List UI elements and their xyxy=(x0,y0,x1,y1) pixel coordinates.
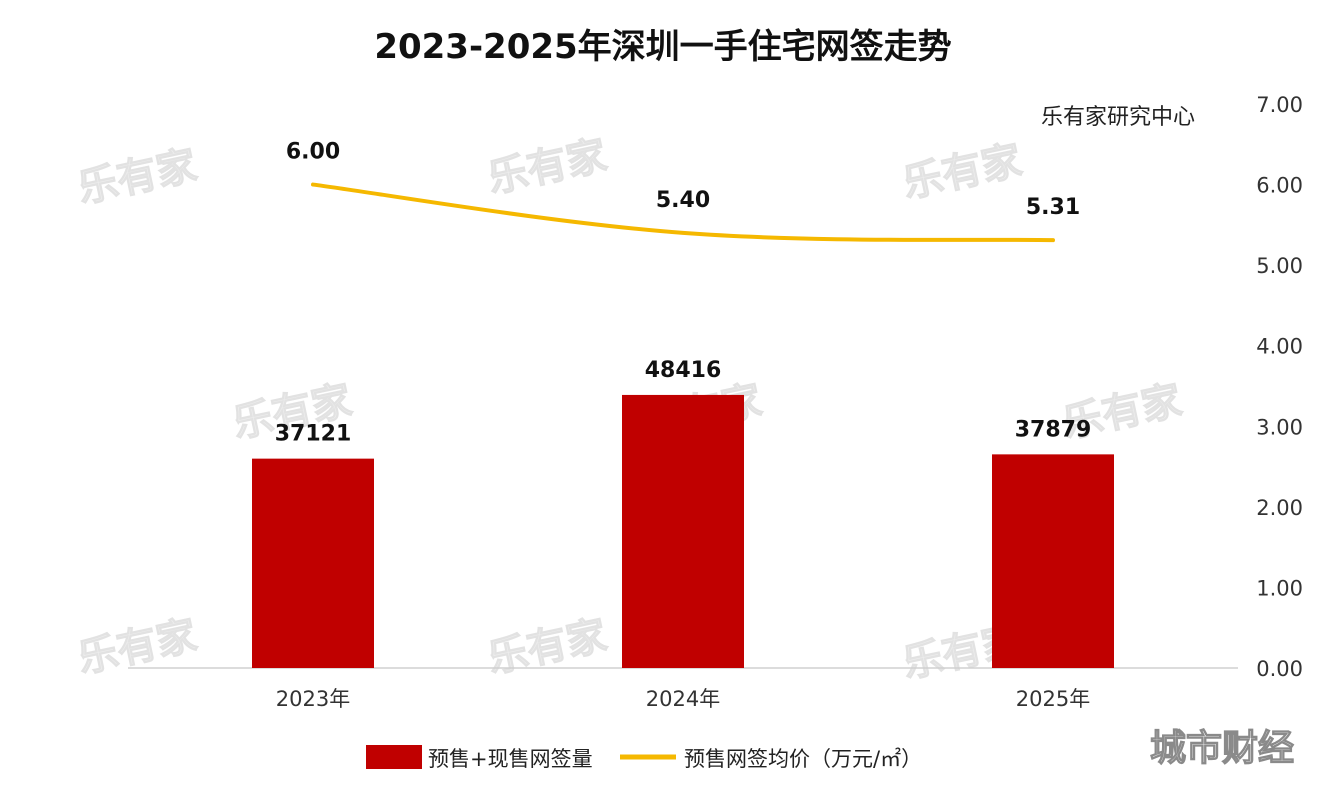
watermark-logo: 乐有家 xyxy=(74,142,201,212)
legend: 预售+现售网签量 预售网签均价（万元/㎡） xyxy=(366,745,922,771)
line-value-label: 6.00 xyxy=(286,140,340,165)
right-axis: 0.00 1.00 2.00 3.00 4.00 5.00 6.00 7.00 xyxy=(1256,93,1303,681)
right-axis-tick-label: 1.00 xyxy=(1256,576,1303,600)
bar xyxy=(622,394,744,668)
line-value-label: 5.31 xyxy=(1026,195,1080,220)
bar-value-label: 37121 xyxy=(275,422,352,447)
x-axis-tick-label: 2023年 xyxy=(276,687,350,711)
bar-value-label: 37879 xyxy=(1015,417,1092,442)
legend-line-label: 预售网签均价（万元/㎡） xyxy=(684,747,922,771)
source-label: 乐有家研究中心 xyxy=(1041,105,1195,130)
x-axis-tick-label: 2025年 xyxy=(1016,687,1090,711)
right-axis-tick-label: 3.00 xyxy=(1256,415,1303,439)
line-value-label: 5.40 xyxy=(656,188,710,213)
right-axis-tick-label: 4.00 xyxy=(1256,335,1303,359)
bar xyxy=(252,458,374,668)
bar xyxy=(992,454,1114,668)
watermark-logo: 乐有家 xyxy=(484,132,611,202)
line-point xyxy=(1051,238,1055,242)
line-series: 6.00 5.40 5.31 xyxy=(286,140,1080,243)
x-axis-labels: 2023年 2024年 2025年 xyxy=(276,687,1090,711)
corner-watermark: 城市财经 xyxy=(1150,728,1294,769)
x-axis-tick-label: 2024年 xyxy=(646,687,720,711)
right-axis-tick-label: 7.00 xyxy=(1256,93,1303,117)
line-point xyxy=(311,183,315,187)
bar-series: 37121 48416 37879 xyxy=(252,358,1114,668)
right-axis-tick-label: 5.00 xyxy=(1256,254,1303,278)
watermark-logo: 乐有家 xyxy=(484,612,611,682)
chart-title: 2023-2025年深圳一手住宅网签走势 xyxy=(374,27,951,67)
bar-value-label: 48416 xyxy=(645,358,722,383)
watermark-logo: 乐有家 xyxy=(899,137,1026,207)
legend-bar-swatch xyxy=(366,745,422,769)
right-axis-tick-label: 0.00 xyxy=(1256,657,1303,681)
right-axis-tick-label: 6.00 xyxy=(1256,174,1303,198)
legend-bar-label: 预售+现售网签量 xyxy=(428,747,593,771)
right-axis-tick-label: 2.00 xyxy=(1256,496,1303,520)
watermark-logo: 乐有家 xyxy=(74,612,201,682)
line-point xyxy=(681,231,685,235)
